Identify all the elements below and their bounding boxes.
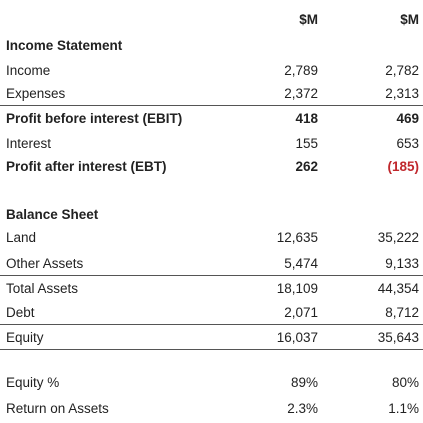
value: 155 [295,136,318,151]
rule [0,105,423,106]
column-header: $M [400,12,419,27]
row-label: Expenses [6,86,66,101]
value: 469 [396,111,419,126]
column-header: $M [299,12,318,27]
rule [0,324,423,325]
row-label: Income [6,63,51,78]
row-label: Balance Sheet [6,207,99,222]
value: 18,109 [276,281,318,296]
row-label: Total Assets [6,281,79,296]
row-label: Profit after interest (EBT) [6,159,167,174]
row-label: Profit before interest (EBIT) [6,111,183,126]
rule [0,349,423,350]
value: 653 [396,136,419,151]
value: 2,071 [284,305,318,320]
value: 44,354 [377,281,419,296]
row-label: Other Assets [6,256,84,271]
value: 9,133 [385,256,419,271]
value: 1.1% [388,401,419,416]
row-label: Debt [6,305,35,320]
value: 8,712 [385,305,419,320]
value: 35,643 [377,330,419,345]
rule [0,275,423,276]
row-label: Equity % [6,375,60,390]
value: 2.3% [287,401,318,416]
row-label: Equity [6,330,44,345]
value: 2,372 [284,86,318,101]
value: 2,782 [385,63,419,78]
value: 35,222 [377,230,419,245]
row-label: Land [6,230,37,245]
value: (185) [387,159,419,174]
value: 5,474 [284,256,318,271]
value: 418 [295,111,318,126]
row-label: Interest [6,136,52,151]
value: 12,635 [276,230,318,245]
value: 2,789 [284,63,318,78]
value: 80% [391,375,419,390]
row-label: Return on Assets [6,401,109,416]
row-label: Income Statement [6,38,123,53]
value: 89% [290,375,318,390]
value: 262 [295,159,318,174]
value: 16,037 [276,330,318,345]
value: 2,313 [385,86,419,101]
